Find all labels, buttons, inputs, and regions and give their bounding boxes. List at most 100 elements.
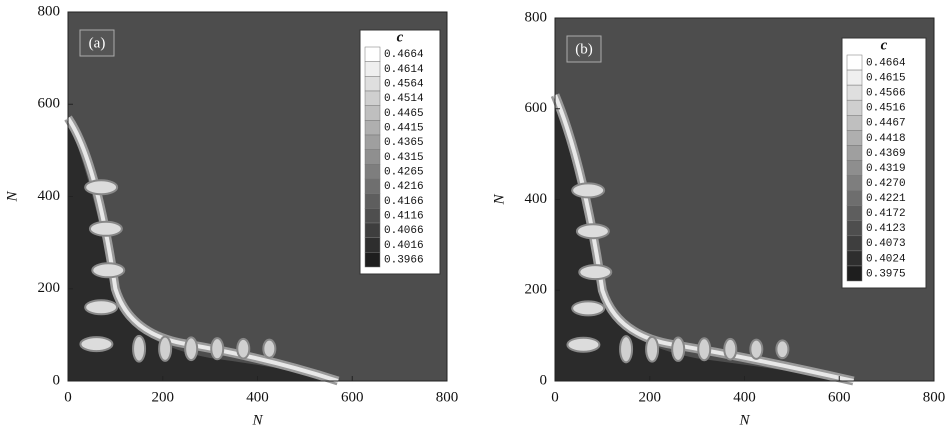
colorbar-swatch	[365, 76, 380, 91]
panel-label: (b)	[575, 41, 593, 57]
colorbar-swatch	[365, 252, 380, 267]
colorbar-tick-label: 0.4465	[384, 108, 424, 120]
x-axis-label: N	[251, 412, 263, 428]
side-branch	[263, 340, 275, 358]
colorbar-swatch	[365, 238, 380, 253]
colorbar-swatch	[847, 221, 862, 236]
colorbar-swatch	[847, 115, 862, 130]
x-tick-label: 600	[828, 389, 851, 405]
y-tick-label: 400	[38, 188, 61, 204]
colorbar-swatch	[847, 266, 862, 281]
colorbar-tick-label: 0.4664	[866, 57, 906, 69]
colorbar-tick-label: 0.4221	[866, 193, 906, 205]
side-branch	[572, 183, 604, 197]
colorbar-swatch	[365, 179, 380, 194]
side-branch	[572, 301, 604, 315]
x-tick-label: 0	[64, 389, 72, 405]
colorbar-swatch	[365, 194, 380, 209]
side-branch	[646, 337, 658, 362]
side-branch	[92, 263, 124, 277]
colorbar-tick-label: 0.4016	[384, 240, 424, 252]
colorbar-tick-label: 0.4564	[384, 79, 424, 91]
colorbar-tick-label: 0.4319	[866, 163, 906, 175]
colorbar-tick-label: 0.4365	[384, 137, 424, 149]
side-branch	[159, 337, 171, 361]
x-tick-label: 0	[551, 389, 559, 405]
y-tick-label: 400	[525, 191, 548, 207]
colorbar-swatch	[365, 150, 380, 165]
colorbar-tick-label: 0.4664	[384, 49, 424, 61]
colorbar-tick-label: 0.4116	[384, 211, 424, 223]
colorbar-tick-label: 0.4265	[384, 167, 424, 179]
colorbar-tick-label: 0.4024	[866, 253, 906, 265]
side-branch	[80, 337, 112, 351]
side-branch	[133, 336, 145, 362]
side-branch	[698, 338, 710, 360]
side-branch	[724, 339, 736, 360]
colorbar-swatch	[847, 145, 862, 160]
colorbar-title: c	[397, 29, 404, 45]
x-tick-label: 400	[246, 389, 269, 405]
colorbar-swatch	[365, 223, 380, 238]
y-tick-label: 800	[525, 9, 548, 25]
x-axis-label: N	[738, 412, 750, 428]
colorbar-swatch	[365, 120, 380, 135]
y-tick-label: 600	[38, 96, 61, 112]
y-tick-label: 800	[38, 3, 61, 19]
colorbar-tick-label: 0.4073	[866, 238, 906, 250]
figure: (a)c0.46640.46140.45640.45140.44650.4415…	[0, 0, 947, 435]
x-tick-label: 200	[639, 389, 662, 405]
colorbar-tick-label: 0.4615	[866, 73, 906, 85]
x-tick-label: 800	[923, 389, 946, 405]
colorbar-swatch	[365, 106, 380, 121]
colorbar-title: c	[881, 37, 888, 53]
colorbar-swatch	[847, 130, 862, 145]
colorbar-tick-label: 0.4315	[384, 152, 424, 164]
x-tick-label: 600	[341, 389, 364, 405]
colorbar-swatch	[847, 55, 862, 70]
colorbar-swatch	[365, 47, 380, 62]
side-branch	[672, 338, 684, 361]
colorbar-tick-label: 0.4566	[866, 88, 906, 100]
colorbar-swatch	[847, 70, 862, 85]
side-branch	[567, 338, 599, 352]
y-tick-label: 200	[525, 282, 548, 298]
colorbar-tick-label: 0.4467	[866, 118, 906, 130]
side-branch	[85, 300, 117, 314]
y-tick-label: 0	[540, 372, 548, 388]
y-axis-label: N	[4, 191, 20, 203]
colorbar-swatch	[847, 236, 862, 251]
colorbar-swatch	[365, 62, 380, 77]
colorbar-tick-label: 0.3966	[384, 255, 424, 267]
side-branch	[90, 222, 122, 236]
colorbar-tick-label: 0.4066	[384, 225, 424, 237]
colorbar-swatch	[365, 164, 380, 179]
side-branch	[620, 336, 632, 362]
colorbar-tick-label: 0.4514	[384, 93, 424, 105]
side-branch	[211, 338, 223, 359]
y-axis-label: N	[491, 194, 507, 206]
colorbar-swatch	[847, 206, 862, 221]
side-branch	[85, 180, 117, 194]
colorbar-tick-label: 0.4415	[384, 123, 424, 135]
colorbar-tick-label: 0.4270	[866, 178, 906, 190]
x-tick-label: 800	[436, 389, 459, 405]
side-branch	[776, 340, 788, 358]
colorbar-swatch	[847, 160, 862, 175]
colorbar-swatch	[365, 135, 380, 150]
colorbar-swatch	[847, 251, 862, 266]
colorbar-swatch	[365, 91, 380, 106]
colorbar-swatch	[847, 100, 862, 115]
x-tick-label: 200	[152, 389, 175, 405]
colorbar-tick-label: 0.4123	[866, 223, 906, 235]
y-tick-label: 0	[53, 372, 61, 388]
colorbar-swatch	[365, 208, 380, 223]
colorbar-tick-label: 0.4369	[866, 148, 906, 160]
colorbar-tick-label: 0.4418	[866, 133, 906, 145]
colorbar-tick-label: 0.4516	[866, 103, 906, 115]
side-branch	[185, 337, 197, 360]
y-tick-label: 200	[38, 280, 61, 296]
side-branch	[750, 340, 762, 359]
colorbar-swatch	[847, 176, 862, 191]
colorbar-tick-label: 0.4166	[384, 196, 424, 208]
